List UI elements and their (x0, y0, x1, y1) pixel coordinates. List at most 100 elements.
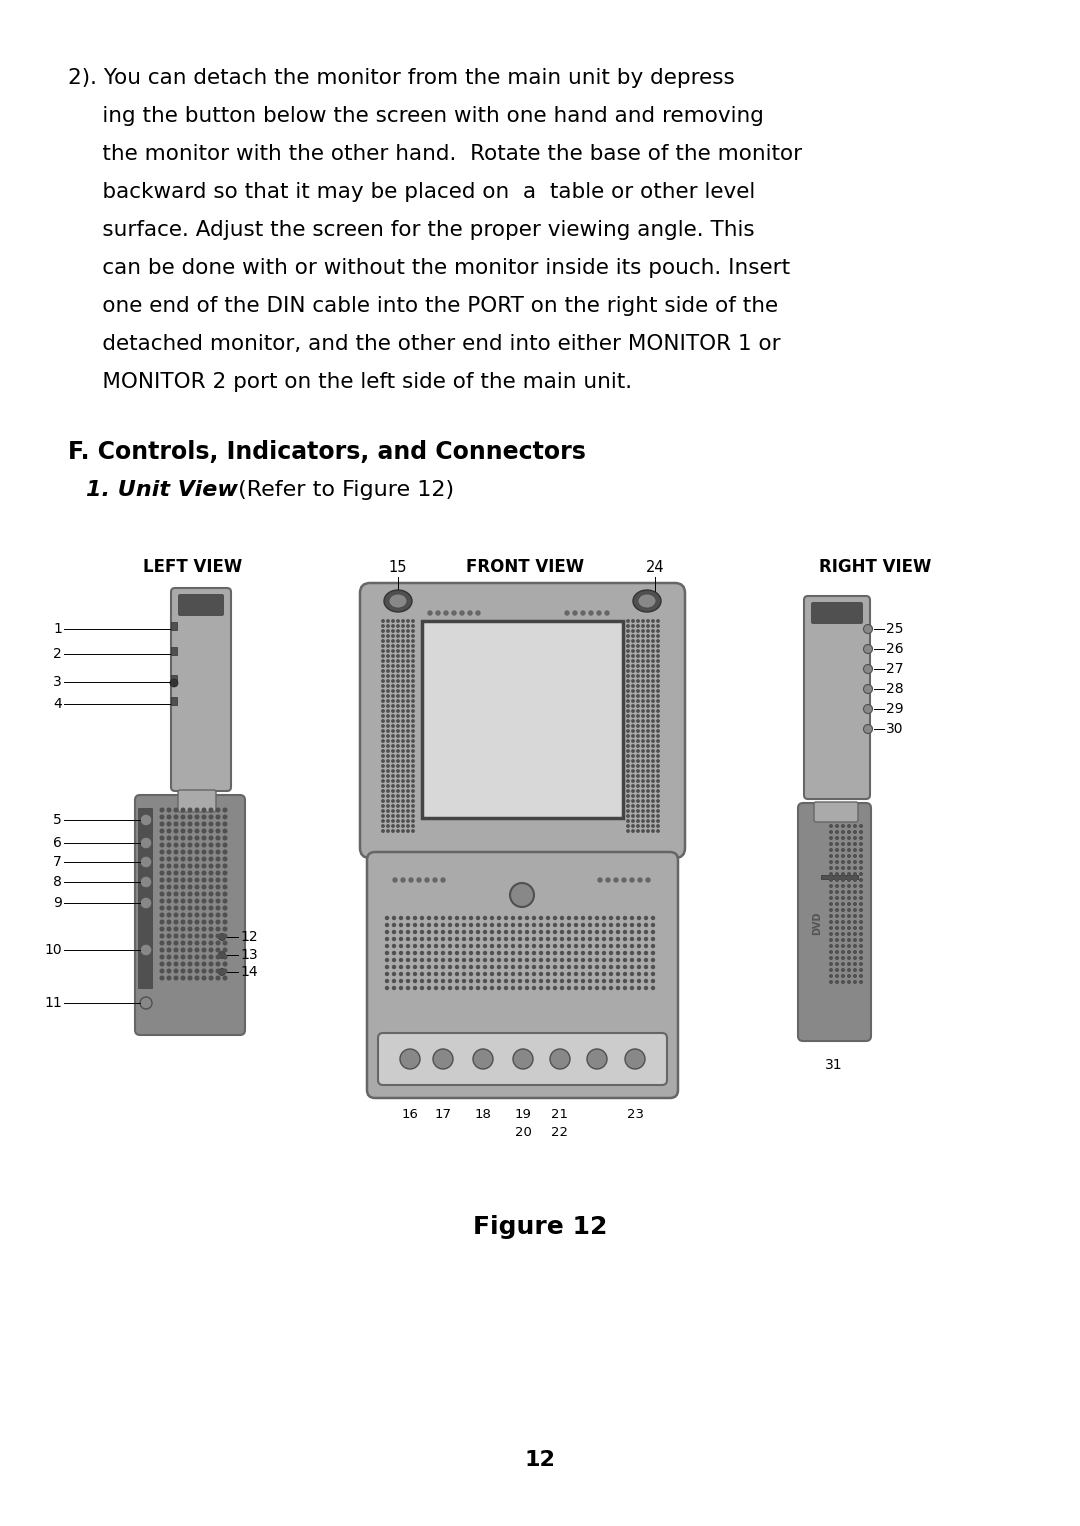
Circle shape (428, 917, 431, 920)
Circle shape (575, 966, 578, 969)
Circle shape (647, 795, 649, 797)
Circle shape (841, 891, 845, 893)
Text: surface. Adjust the screen for the proper viewing angle. This: surface. Adjust the screen for the prope… (68, 220, 755, 240)
Circle shape (860, 963, 862, 966)
Circle shape (575, 937, 578, 940)
Circle shape (167, 913, 171, 917)
Circle shape (414, 937, 417, 940)
Circle shape (188, 877, 192, 882)
Circle shape (174, 885, 178, 888)
Circle shape (392, 937, 395, 940)
Circle shape (647, 780, 649, 783)
Circle shape (841, 879, 845, 882)
Circle shape (428, 937, 431, 940)
Circle shape (836, 897, 838, 899)
Circle shape (188, 858, 192, 861)
Circle shape (836, 963, 838, 966)
Circle shape (651, 958, 654, 961)
Circle shape (490, 937, 494, 940)
Circle shape (402, 775, 404, 777)
Circle shape (195, 977, 199, 980)
Circle shape (615, 877, 618, 882)
Circle shape (392, 685, 394, 687)
Circle shape (836, 945, 838, 948)
FancyBboxPatch shape (804, 597, 870, 800)
Circle shape (174, 899, 178, 903)
Circle shape (195, 829, 199, 833)
Circle shape (407, 685, 409, 687)
Circle shape (642, 659, 644, 662)
Circle shape (853, 975, 856, 977)
Circle shape (652, 690, 654, 693)
Circle shape (626, 736, 630, 737)
Circle shape (160, 850, 164, 855)
Circle shape (631, 980, 634, 983)
Circle shape (420, 986, 423, 989)
Circle shape (617, 931, 620, 934)
Circle shape (462, 923, 465, 926)
Circle shape (400, 937, 403, 940)
Circle shape (386, 945, 389, 948)
Circle shape (540, 952, 542, 954)
Circle shape (637, 650, 639, 652)
Circle shape (202, 948, 206, 952)
Circle shape (642, 749, 644, 752)
Circle shape (632, 790, 634, 792)
Circle shape (392, 784, 394, 787)
Circle shape (540, 986, 542, 989)
Circle shape (841, 957, 845, 960)
Circle shape (411, 784, 415, 787)
Circle shape (216, 977, 220, 980)
Circle shape (632, 679, 634, 682)
Circle shape (216, 850, 220, 855)
Circle shape (575, 952, 578, 954)
Circle shape (456, 931, 459, 934)
Circle shape (396, 740, 400, 742)
Circle shape (651, 966, 654, 969)
Circle shape (216, 864, 220, 868)
Circle shape (392, 650, 394, 652)
Circle shape (652, 780, 654, 783)
Circle shape (181, 934, 185, 938)
Circle shape (428, 931, 431, 934)
Circle shape (402, 755, 404, 757)
Circle shape (617, 980, 620, 983)
Circle shape (400, 923, 403, 926)
Circle shape (637, 819, 639, 823)
Circle shape (224, 955, 227, 958)
Circle shape (860, 830, 862, 833)
Circle shape (860, 926, 862, 929)
Circle shape (402, 769, 404, 772)
Circle shape (428, 966, 431, 969)
Circle shape (512, 966, 514, 969)
Circle shape (637, 775, 639, 777)
Circle shape (647, 645, 649, 647)
Circle shape (490, 917, 494, 920)
Circle shape (411, 635, 415, 638)
Circle shape (546, 952, 550, 954)
Circle shape (188, 844, 192, 847)
Circle shape (498, 952, 500, 954)
Circle shape (630, 877, 634, 882)
Circle shape (836, 951, 838, 954)
Circle shape (174, 850, 178, 855)
Circle shape (642, 790, 644, 792)
Circle shape (603, 945, 606, 948)
Circle shape (382, 775, 384, 777)
Text: 13: 13 (240, 948, 258, 961)
Circle shape (657, 700, 659, 702)
Circle shape (589, 945, 592, 948)
Circle shape (484, 958, 486, 961)
Circle shape (181, 906, 185, 909)
Circle shape (188, 809, 192, 812)
Circle shape (504, 958, 508, 961)
Circle shape (581, 931, 584, 934)
Circle shape (860, 969, 862, 972)
Circle shape (402, 710, 404, 713)
Circle shape (407, 710, 409, 713)
Circle shape (829, 975, 833, 977)
Circle shape (853, 951, 856, 954)
Circle shape (181, 913, 185, 917)
Circle shape (567, 923, 570, 926)
Circle shape (392, 800, 394, 803)
